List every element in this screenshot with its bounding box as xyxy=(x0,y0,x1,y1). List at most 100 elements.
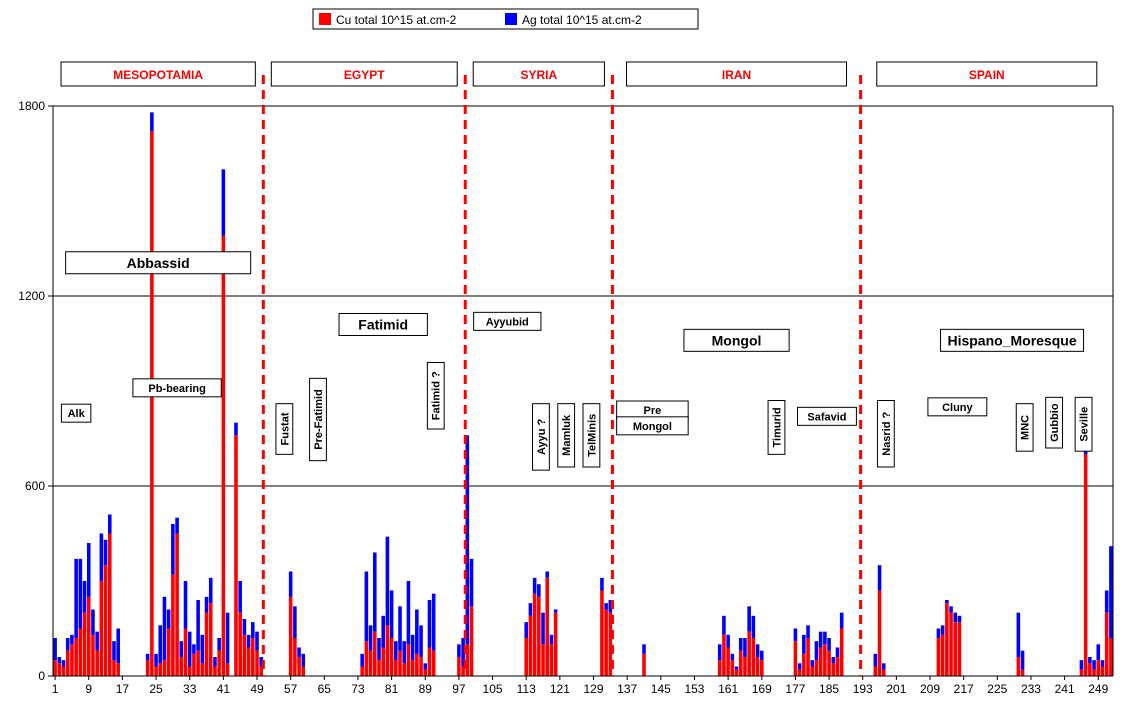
bar-cu xyxy=(642,653,646,676)
annotation-label: Hispano_Moresque xyxy=(947,332,1076,348)
bar-ag xyxy=(1079,660,1084,670)
x-tick-label: 1 xyxy=(52,682,59,696)
bar-cu xyxy=(86,596,91,676)
x-tick-label: 185 xyxy=(819,682,839,696)
annotation-box-vertical xyxy=(1074,396,1093,452)
x-tick-label: 217 xyxy=(954,682,974,696)
axes xyxy=(52,105,1114,677)
bar-ag xyxy=(103,539,108,566)
bar-cu xyxy=(251,638,255,676)
annotation-box-vertical xyxy=(275,403,294,455)
bar-cu xyxy=(877,590,882,676)
bars xyxy=(53,112,1113,677)
bar-ag xyxy=(65,638,70,651)
bar-cu xyxy=(234,435,238,676)
bar-cu xyxy=(61,666,66,676)
bar-ag xyxy=(288,571,293,597)
bar-ag xyxy=(549,634,554,645)
region-label: MESOPOTAMIA xyxy=(113,68,203,82)
bar-cu xyxy=(162,660,167,676)
bar-cu xyxy=(818,647,823,676)
bar-cu xyxy=(759,660,764,676)
bar-ag xyxy=(835,647,840,657)
annotation-box xyxy=(927,397,988,417)
bar-cu xyxy=(532,593,537,676)
bar-cu xyxy=(217,650,221,676)
annotation-box xyxy=(65,251,252,275)
annotation-box xyxy=(132,378,222,398)
bar-cu xyxy=(936,638,941,676)
x-tick-label: 209 xyxy=(920,682,940,696)
bar-ag xyxy=(532,577,537,594)
bar-ag xyxy=(839,612,844,629)
annotation-box xyxy=(616,416,689,436)
y-tick-label: 600 xyxy=(25,479,45,493)
bar-ag xyxy=(734,666,739,670)
bar-cu xyxy=(402,663,407,676)
bar-cu xyxy=(461,666,465,676)
bar-ag xyxy=(394,641,398,661)
bar-ag xyxy=(78,558,83,629)
bar-ag xyxy=(99,533,104,581)
bar-cu xyxy=(381,647,385,676)
bar-cu xyxy=(953,622,958,676)
bar-ag xyxy=(797,663,802,670)
bar-cu xyxy=(835,657,840,676)
annotation-box xyxy=(473,311,542,331)
x-tick-label: 225 xyxy=(987,682,1007,696)
bar-ag xyxy=(179,641,184,657)
bar-cu xyxy=(364,641,369,676)
x-tick-label: 25 xyxy=(149,682,163,696)
bar-cu xyxy=(839,628,844,676)
bar-cu xyxy=(415,653,419,676)
bar-cu xyxy=(360,666,364,676)
bar-ag xyxy=(806,625,810,638)
bar-ag xyxy=(469,558,474,607)
x-tick-label: 65 xyxy=(318,682,332,696)
x-tick-label: 73 xyxy=(351,682,365,696)
bar-cu xyxy=(297,657,301,676)
bar-ag xyxy=(541,612,545,645)
bar-ag xyxy=(91,609,95,635)
bar-cu xyxy=(793,641,798,676)
bar-cu xyxy=(604,609,608,676)
bar-cu xyxy=(1083,454,1088,676)
bar-ag xyxy=(747,606,751,632)
bar-cu xyxy=(427,647,432,676)
bar-cu xyxy=(196,650,200,676)
bar-ag xyxy=(364,571,369,642)
bar-cu xyxy=(730,660,735,676)
bar-cu xyxy=(814,660,819,676)
bar-ag xyxy=(402,641,407,664)
bar-cu xyxy=(99,581,104,676)
bar-ag xyxy=(381,615,385,648)
region-box xyxy=(270,61,458,87)
bar-ag xyxy=(827,638,831,651)
annotation-label-vertical: MNC xyxy=(1020,415,1032,440)
bar-cu xyxy=(259,666,264,676)
bar-cu xyxy=(112,660,116,676)
bar-ag xyxy=(200,634,205,664)
x-tick-label: 137 xyxy=(617,682,637,696)
bar-ag xyxy=(225,612,230,664)
y-tick-label: 1200 xyxy=(18,289,45,303)
bar-cu xyxy=(755,657,760,676)
bar-cu xyxy=(810,666,815,676)
bar-cu xyxy=(717,660,722,676)
bar-cu xyxy=(524,638,529,676)
bar-cu xyxy=(116,663,120,676)
bar-cu xyxy=(1104,612,1109,676)
bar-cu xyxy=(423,669,428,676)
bar-ag xyxy=(717,644,722,661)
bar-ag xyxy=(873,653,878,667)
bar-ag xyxy=(107,514,112,534)
annotation-label-vertical: Fatimid ? xyxy=(431,371,443,420)
bar-ag xyxy=(221,169,226,236)
bar-cu xyxy=(823,644,827,676)
bar-ag xyxy=(726,634,730,648)
annotation-label-vertical: Timurid xyxy=(771,407,783,447)
annotation-box-vertical xyxy=(1015,403,1034,452)
annotation-label: Pre xyxy=(644,405,662,417)
x-tick-label: 9 xyxy=(85,682,92,696)
bar-cu xyxy=(431,650,436,676)
